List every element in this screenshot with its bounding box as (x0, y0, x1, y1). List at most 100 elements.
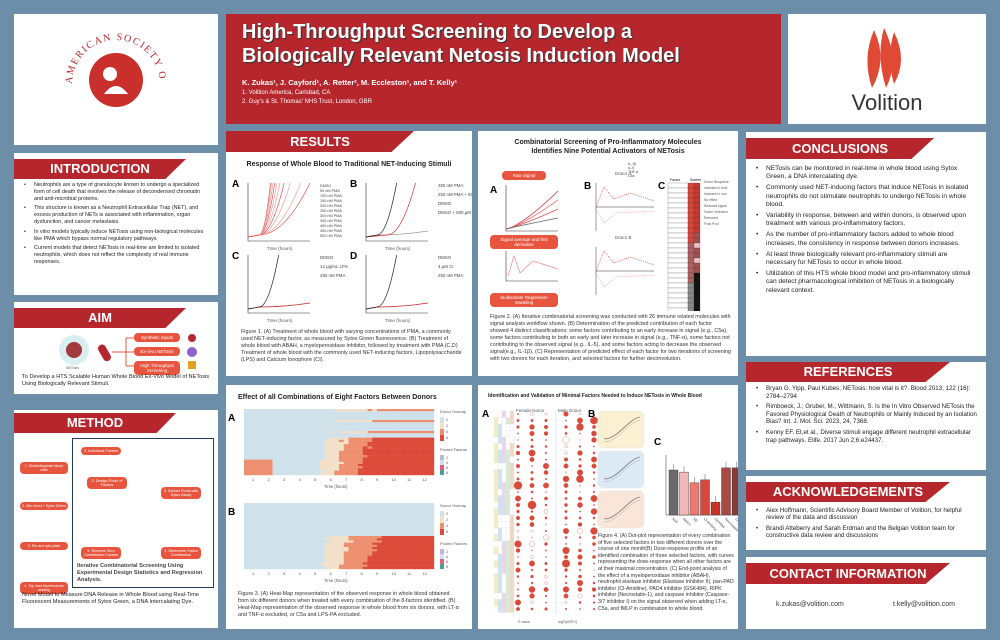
heatmap-cell (286, 446, 292, 449)
heatmap-cell (291, 409, 297, 412)
heatmap-cell (324, 459, 330, 462)
heatmap-cell (258, 566, 264, 570)
heatmap-cell (343, 503, 349, 506)
heatmap-cell (291, 431, 297, 434)
heatmap-cell (324, 522, 330, 526)
heatmap-cell (282, 413, 287, 416)
heatmap-cell (415, 413, 420, 416)
heatmap-cell (267, 509, 273, 512)
design-cell (509, 547, 515, 555)
aim-diagram (59, 334, 197, 369)
heatmap-cell (315, 511, 321, 515)
table-cell (693, 267, 701, 274)
heatmap-cell (353, 448, 359, 451)
heatmap-cell (405, 555, 411, 559)
heatmap-cell (315, 431, 321, 434)
x-tick-label: NE (692, 517, 699, 524)
heatmap-cell (263, 437, 268, 440)
heatmap-cell (315, 560, 321, 563)
heatmap-cell (310, 553, 316, 556)
dot (562, 559, 570, 568)
heatmap-cell (310, 457, 316, 460)
heatmap-cell (320, 527, 325, 530)
dot (544, 418, 548, 423)
email-link[interactable]: t.kelly@volition.com (893, 601, 955, 608)
heatmap-cell (267, 464, 273, 467)
heatmap-cell (305, 549, 311, 552)
heatmap-cell (343, 551, 349, 554)
heatmap-cell (305, 516, 311, 519)
heatmap-cell (348, 409, 354, 412)
heatmap-cell (391, 529, 397, 532)
dot (516, 594, 520, 598)
heatmap-cell (396, 540, 401, 543)
x-axis-label: Time (hours) (267, 246, 293, 251)
heatmap-cell (386, 503, 392, 506)
axis (595, 247, 654, 295)
heatmap-cell (272, 547, 278, 550)
heatmap-cell (277, 560, 283, 563)
heatmap-cell (334, 466, 340, 469)
workflow-pill: Signal average and first derivative (490, 235, 558, 249)
heatmap-cell (291, 459, 297, 462)
heatmap-cell (377, 422, 382, 425)
design-cell (509, 436, 515, 444)
legend-entry: 4 µM CI (438, 264, 453, 269)
heatmap-cell (429, 562, 435, 565)
heatmap-cell (410, 511, 416, 515)
heatmap-cell (320, 520, 325, 523)
heatmap-cell (244, 472, 249, 476)
heatmap-cell (324, 433, 330, 436)
heatmap-cell (258, 560, 264, 563)
table-cell (693, 277, 701, 284)
heatmap-cell (405, 422, 411, 425)
heatmap-cell (248, 520, 254, 523)
heatmap-cell (263, 435, 268, 438)
heatmap-cell (353, 525, 359, 528)
heatmap-cell (296, 520, 302, 523)
heatmap-cell (282, 516, 287, 519)
heatmap-cell (358, 551, 363, 554)
heatmap-cell (320, 461, 325, 465)
design-cell (505, 579, 511, 587)
heatmap-cell (419, 551, 425, 554)
heatmap-cell (386, 453, 392, 456)
email-link[interactable]: k.zukas@volition.com (776, 601, 844, 608)
heatmap-cell (286, 505, 292, 508)
heatmap-cell (372, 417, 378, 421)
design-cell (501, 527, 507, 535)
heatmap-cell (377, 411, 382, 414)
heatmap-cell (305, 457, 311, 460)
volition-wordmark: Volition (851, 90, 923, 115)
heatmap-cell (267, 439, 273, 443)
heatmap-cell (386, 547, 392, 550)
heatmap-cell (377, 509, 382, 512)
heatmap-cell (419, 560, 425, 563)
heatmap-cell (415, 455, 420, 458)
heatmap-cell (310, 424, 316, 427)
heatmap-cell (277, 527, 283, 530)
heatmap-cell (258, 525, 264, 528)
heatmap-cell (296, 518, 302, 521)
heatmap-cell (343, 520, 349, 523)
dot (563, 463, 569, 469)
heatmap-cell (367, 411, 373, 414)
heatmap-cell (362, 520, 368, 523)
heatmap-cell (253, 503, 259, 506)
heatmap-cell (324, 415, 330, 418)
heatmap-cell (353, 415, 359, 418)
heatmap-cell (258, 409, 264, 412)
heatmap-cell (405, 468, 411, 471)
heatmap-cell (405, 562, 411, 565)
design-cell (501, 475, 507, 483)
heatmap-cell (391, 505, 397, 508)
legend-swatch (440, 423, 444, 429)
heatmap-cell (272, 544, 278, 548)
heatmap-cell (358, 424, 363, 427)
heatmap-cell (339, 533, 344, 537)
heatmap-cell (391, 437, 397, 440)
heatmap-cell (372, 411, 378, 414)
heatmap-cell (419, 450, 425, 454)
heatmap-cell (339, 453, 344, 456)
heatmap-cell (396, 549, 401, 552)
